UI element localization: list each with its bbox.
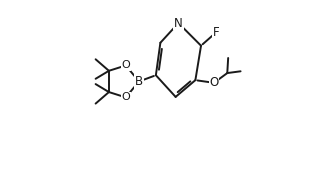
Text: O: O — [122, 92, 130, 102]
Text: N: N — [174, 17, 183, 30]
Text: O: O — [209, 76, 219, 89]
Text: F: F — [213, 26, 219, 39]
Text: B: B — [135, 75, 143, 88]
Text: O: O — [122, 60, 130, 71]
